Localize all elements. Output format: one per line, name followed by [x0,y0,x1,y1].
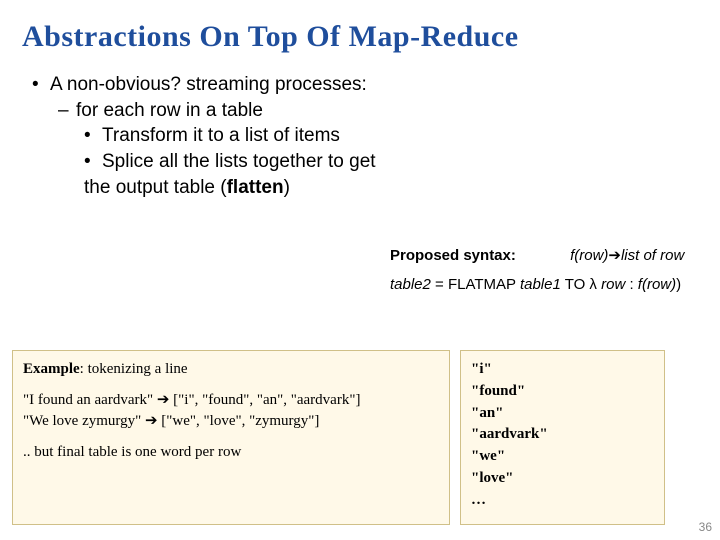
syntax-colon: : [625,276,638,293]
word-item: "we" [471,446,654,468]
word-item: … [471,490,654,512]
bullet-level1: •A non-obvious? streaming processes: [32,72,400,98]
word-item: "aardvark" [471,424,654,446]
bullet-text-part: ) [284,177,290,198]
page-number: 36 [699,520,712,534]
bullet-text: Splice all the lists together to get the… [84,151,376,198]
syntax-label: Proposed syntax: [390,247,516,264]
bullet-level2: –for each row in a table [32,98,400,124]
example-header: Example: tokenizing a line [23,359,439,380]
syntax-list: list of row [621,247,684,264]
bullet-text: for each row in a table [76,100,263,121]
bullet-level3: •Splice all the lists together to get th… [32,149,400,200]
example-footer: .. but final table is one word per row [23,442,439,463]
word-item: "i" [471,359,654,381]
syntax-row: Proposed syntax: f(row)➔list of row [390,246,720,264]
syntax-row-var: row [601,276,625,293]
syntax-row: table2 = FLATMAP table1 TO λ row : f(row… [390,276,720,293]
syntax-f2: f(row) [638,276,676,293]
bullet-dash-icon: – [58,98,76,124]
word-item: "love" [471,468,654,490]
example-box: Example: tokenizing a line "I found an a… [12,350,450,525]
slide-title: Abstractions On Top Of Map-Reduce [0,0,720,54]
words-box: "i" "found" "an" "aardvark" "we" "love" … [460,350,665,525]
bullet-list: •A non-obvious? streaming processes: –fo… [0,54,400,200]
example-label-rest: : tokenizing a line [80,361,188,377]
bullet-text: Transform it to a list of items [102,125,340,146]
example-label: Example [23,361,80,377]
example-line: "We love zymurgy" ➔ ["we", "love", "zymu… [23,413,319,429]
syntax-t2: table2 [390,276,431,293]
syntax-to: TO λ [561,276,601,293]
bullet-text-bold: flatten [227,177,284,198]
syntax-eq: = FLATMAP [431,276,520,293]
arrow-icon: ➔ [608,247,621,264]
word-item: "an" [471,403,654,425]
word-item: "found" [471,381,654,403]
bullet-dot-icon: • [32,72,50,98]
syntax-t1: table1 [520,276,561,293]
syntax-close: ) [676,276,681,293]
bullet-dot-icon: • [84,123,102,149]
bullet-text: A non-obvious? streaming processes: [50,74,367,95]
syntax-region: Proposed syntax: f(row)➔list of row tabl… [390,246,720,293]
example-lines: "I found an aardvark" ➔ ["i", "found", "… [23,390,439,432]
bullet-dot-icon: • [84,149,102,175]
syntax-f: f(row) [570,247,608,264]
bullet-level3: •Transform it to a list of items [32,123,400,149]
example-line: "I found an aardvark" ➔ ["i", "found", "… [23,392,360,408]
